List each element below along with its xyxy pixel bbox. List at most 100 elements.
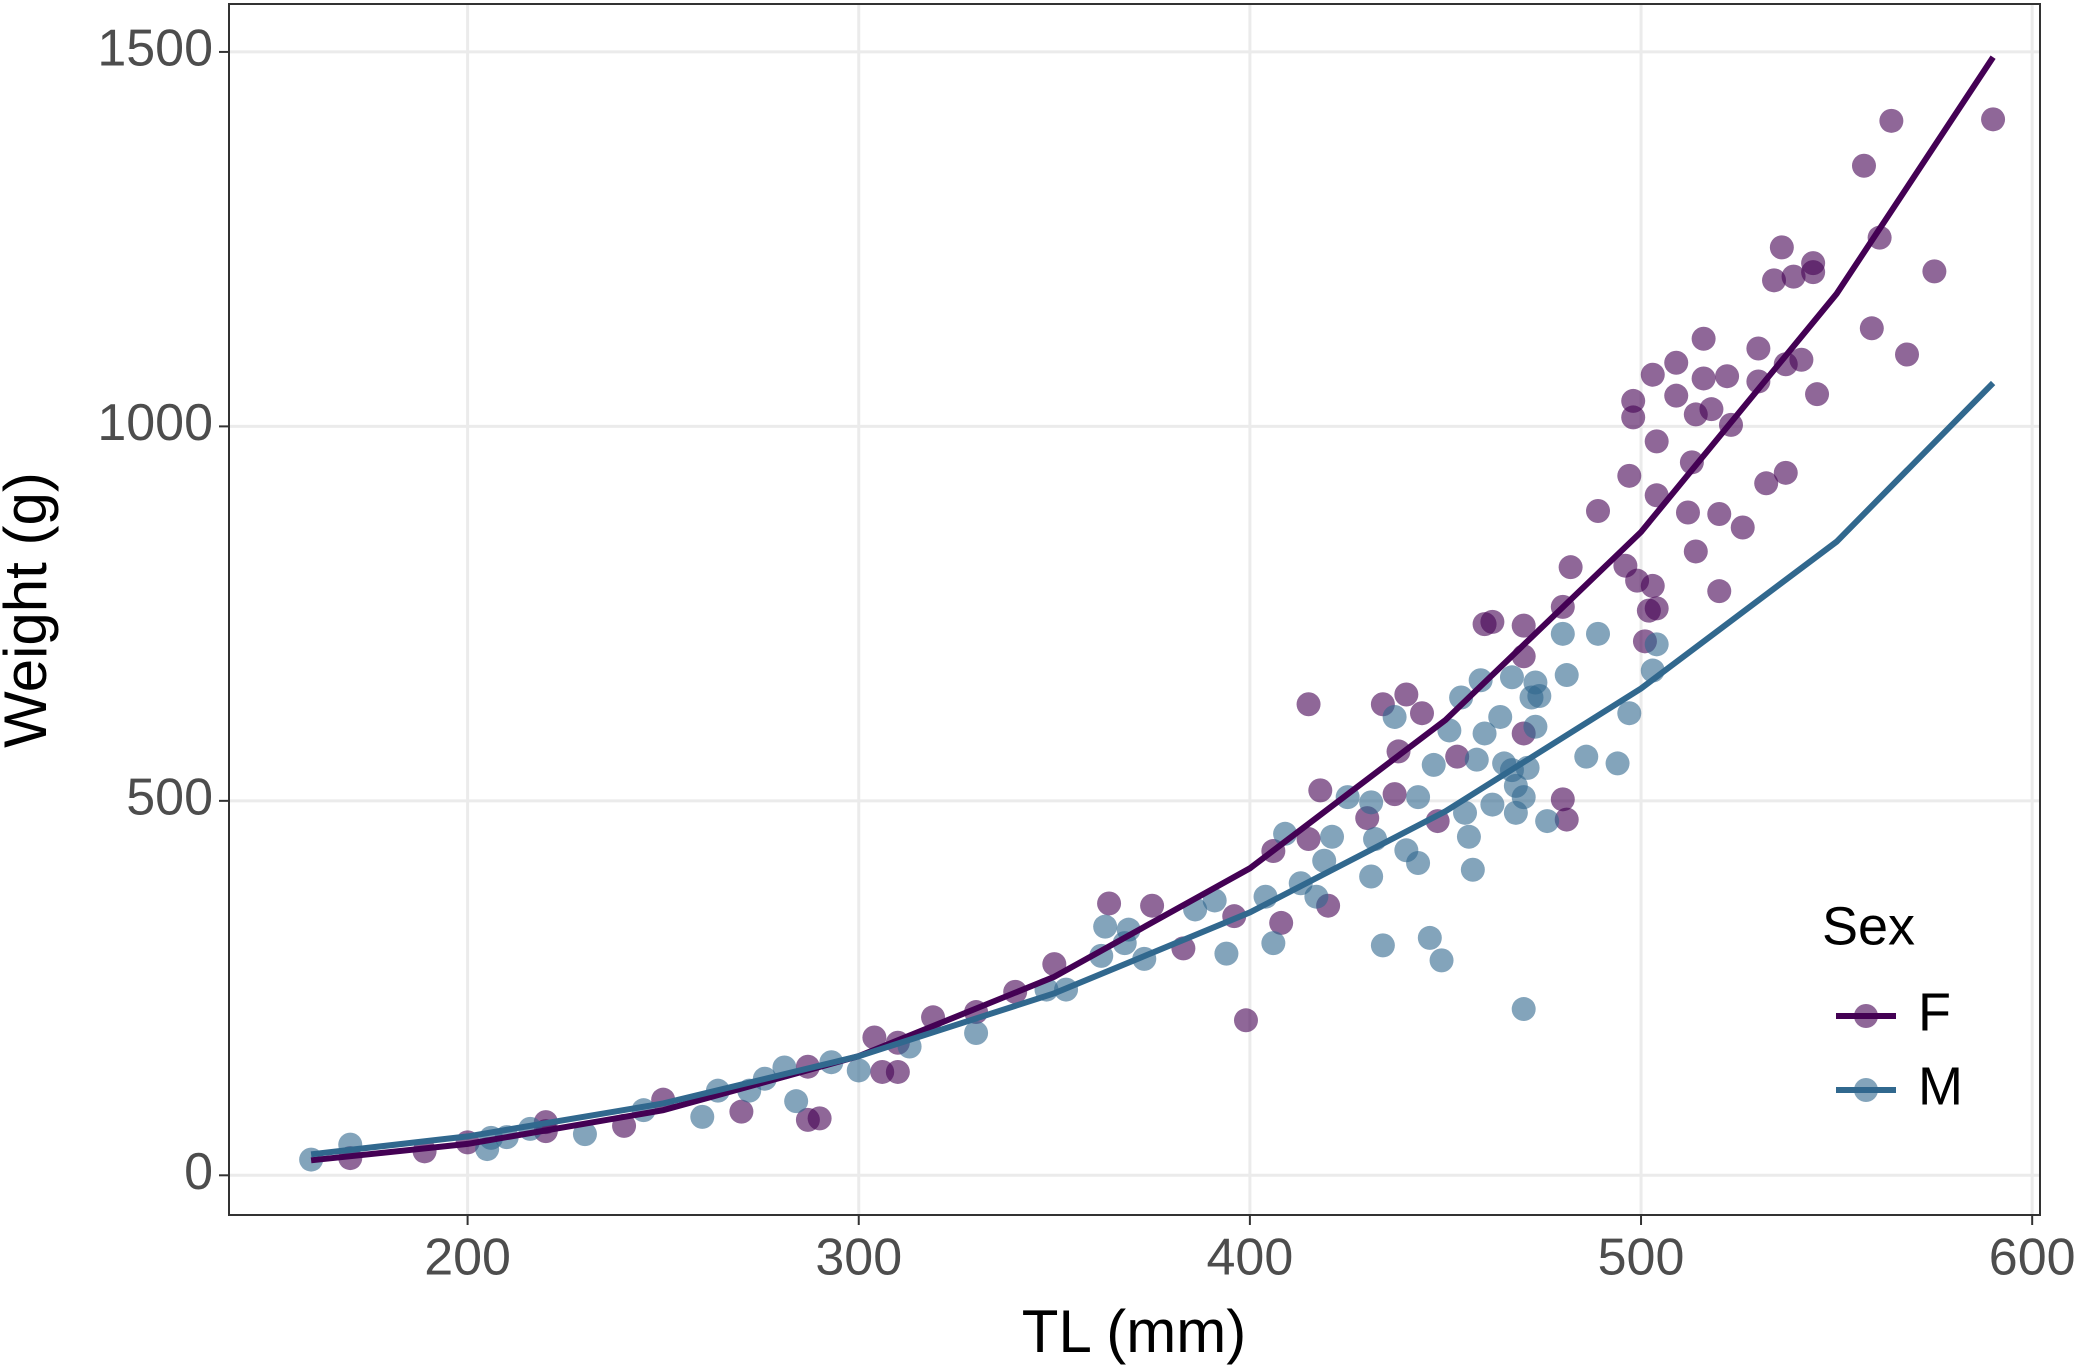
point [784, 1089, 809, 1114]
point [1296, 692, 1321, 717]
point [1456, 824, 1481, 849]
point [1675, 500, 1700, 525]
point [807, 1106, 832, 1131]
point [1664, 383, 1689, 408]
point [1304, 884, 1329, 909]
fit-line [310, 380, 1996, 1158]
point [1460, 857, 1485, 882]
point [1214, 941, 1239, 966]
point [1895, 342, 1920, 367]
point [1586, 621, 1611, 646]
x-axis-title: TL (mm) [1022, 1298, 1246, 1365]
point [1554, 663, 1579, 688]
point [1699, 397, 1724, 422]
point [1621, 388, 1646, 413]
point [1511, 997, 1536, 1022]
point [1480, 792, 1505, 817]
point [1468, 668, 1493, 693]
legend-point [1854, 1004, 1878, 1028]
point [1715, 364, 1740, 389]
point [1644, 596, 1669, 621]
point [1359, 864, 1384, 889]
point [1394, 682, 1419, 707]
point [1644, 429, 1669, 454]
point [1859, 316, 1884, 341]
point [1140, 893, 1165, 918]
point [1382, 782, 1407, 807]
y-axis-title: Weight (g) [0, 472, 59, 748]
point [1370, 933, 1395, 958]
point [1406, 785, 1431, 810]
point [1867, 225, 1892, 250]
fit-line [310, 55, 1996, 1164]
point [862, 1025, 887, 1050]
point [1621, 405, 1646, 430]
point [1464, 747, 1489, 772]
point [846, 1058, 871, 1083]
point [1805, 382, 1830, 407]
y-tick-label: 1000 [97, 394, 213, 452]
point [1535, 809, 1560, 834]
point [690, 1104, 715, 1129]
point [1550, 621, 1575, 646]
y-tick-label: 1500 [97, 20, 213, 78]
point [1480, 609, 1505, 634]
point [1586, 499, 1611, 524]
point [1781, 264, 1806, 289]
legend-point [1854, 1078, 1878, 1102]
point [964, 1021, 989, 1046]
y-tick-label: 500 [126, 769, 213, 827]
legend-label: F [1918, 982, 1951, 1042]
point [1707, 579, 1732, 604]
point [1499, 665, 1524, 690]
point [1851, 153, 1876, 178]
point [1409, 701, 1434, 726]
point [1707, 502, 1732, 527]
panel-border [228, 3, 2041, 1216]
point [1981, 107, 2006, 132]
x-tick-label: 200 [424, 1229, 511, 1287]
point [1769, 235, 1794, 260]
point [1359, 790, 1384, 815]
point [1754, 471, 1779, 496]
point [1093, 914, 1118, 939]
point [1640, 362, 1665, 387]
point [1488, 704, 1513, 729]
point [1312, 848, 1337, 873]
point [1617, 463, 1642, 488]
point [1922, 259, 1947, 284]
point [1296, 827, 1321, 852]
point [1801, 260, 1826, 285]
point [885, 1059, 910, 1084]
point [1679, 450, 1704, 475]
x-tick-label: 600 [1989, 1229, 2076, 1287]
point [1617, 701, 1642, 726]
point [1453, 800, 1478, 825]
x-tick-label: 300 [815, 1229, 902, 1287]
point [1605, 751, 1630, 776]
legend-title: Sex [1822, 896, 1915, 956]
point [1691, 326, 1716, 351]
point [1644, 632, 1669, 657]
point [1511, 613, 1536, 638]
point [1558, 555, 1583, 580]
point [1445, 744, 1470, 769]
point [1879, 108, 1904, 133]
point [1789, 347, 1814, 372]
point [1382, 704, 1407, 729]
point [1554, 807, 1579, 832]
point [1574, 744, 1599, 769]
point [1421, 752, 1446, 777]
point [1640, 573, 1665, 598]
point [1406, 851, 1431, 876]
point [1097, 891, 1122, 916]
point [1683, 539, 1708, 564]
y-tick-label: 0 [184, 1143, 213, 1201]
point [1449, 685, 1474, 710]
point [1511, 785, 1536, 810]
point [1308, 778, 1333, 803]
point [1527, 684, 1552, 708]
point [1746, 369, 1771, 394]
point [1664, 350, 1689, 375]
